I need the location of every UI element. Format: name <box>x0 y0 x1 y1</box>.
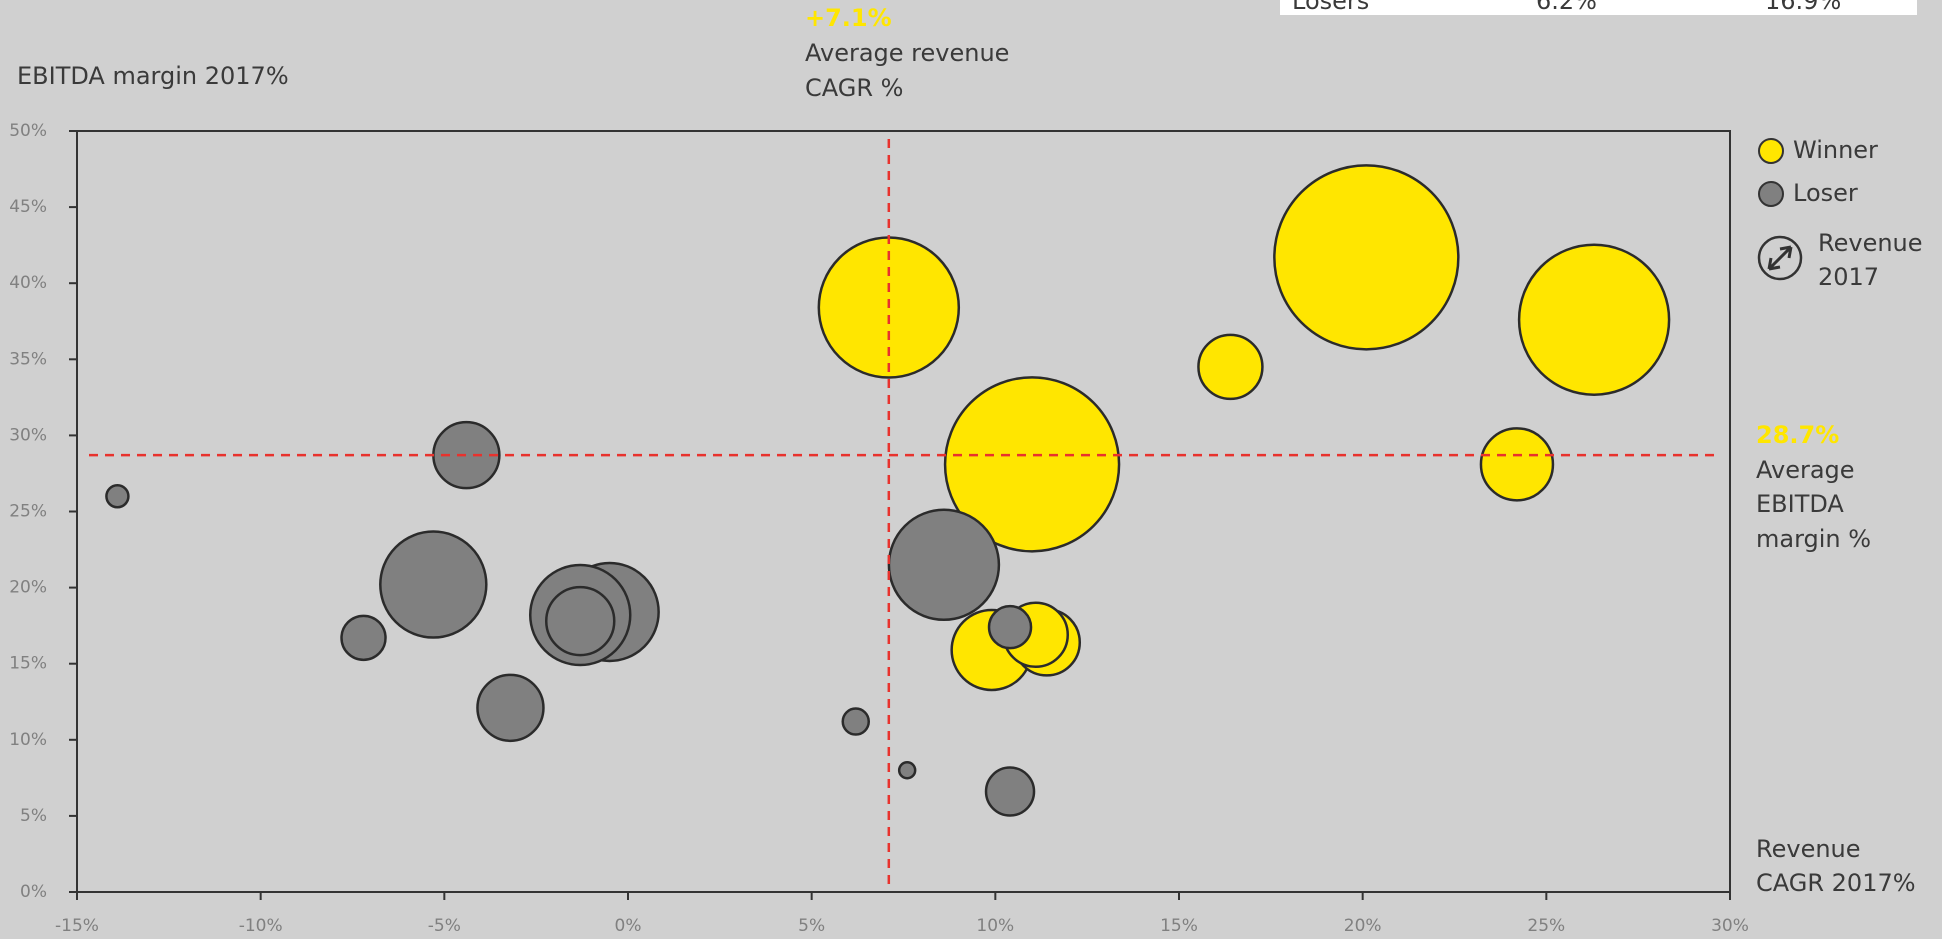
bubble <box>340 614 387 662</box>
legend-label: Winner <box>1793 136 1878 164</box>
y-tick-label: 0% <box>20 882 47 902</box>
size-legend: 2017 <box>1818 263 1879 291</box>
bubble <box>1479 427 1555 502</box>
legend-swatch <box>1758 138 1784 164</box>
bubble <box>943 376 1121 553</box>
table-cell: 6.2% <box>1536 0 1597 15</box>
hline-value: 28.7% <box>1756 421 1839 449</box>
x-axis-label: CAGR 2017% <box>1756 869 1916 897</box>
table-cell: Losers <box>1292 0 1369 15</box>
y-tick-label: 40% <box>9 273 47 293</box>
x-tick-label: 25% <box>1527 916 1565 936</box>
bubble <box>476 673 545 743</box>
bubble <box>105 484 130 509</box>
y-axis-label: EBITDA margin 2017% <box>17 62 289 90</box>
x-tick-label: -5% <box>428 916 461 936</box>
hline-label: EBITDA <box>1756 490 1844 518</box>
bubble <box>984 766 1036 817</box>
y-tick-label: 35% <box>9 349 47 369</box>
x-tick-label: -10% <box>239 916 283 936</box>
bubble <box>1273 164 1460 351</box>
x-tick-label: 0% <box>615 916 642 936</box>
bubble <box>841 707 870 736</box>
x-tick-label: -15% <box>55 916 99 936</box>
hline-label: margin % <box>1756 525 1871 553</box>
bubble <box>987 604 1033 650</box>
hline-label: Average <box>1756 456 1855 484</box>
y-tick-label: 5% <box>20 806 47 826</box>
x-tick-label: 10% <box>976 916 1014 936</box>
size-legend: Revenue <box>1818 229 1923 257</box>
legend-label: Loser <box>1793 179 1858 207</box>
x-axis-label: Revenue <box>1756 835 1861 863</box>
bubble <box>1517 243 1671 396</box>
top-table <box>1280 0 1917 15</box>
size-icon <box>1757 235 1803 281</box>
legend-swatch <box>1758 181 1784 207</box>
bubble <box>897 760 917 780</box>
y-tick-label: 30% <box>9 425 47 445</box>
y-tick-label: 45% <box>9 197 47 217</box>
x-tick-label: 20% <box>1344 916 1382 936</box>
bubble <box>1197 333 1264 401</box>
y-tick-label: 50% <box>9 121 47 141</box>
vline-label: CAGR % <box>805 74 903 102</box>
x-tick-label: 30% <box>1711 916 1749 936</box>
x-tick-label: 15% <box>1160 916 1198 936</box>
vline-label: Average revenue <box>805 39 1009 67</box>
bubble <box>379 530 488 639</box>
table-cell: 16.9% <box>1765 0 1841 15</box>
x-tick-label: 5% <box>798 916 825 936</box>
vline-value: +7.1% <box>805 4 892 32</box>
bubble <box>544 585 616 657</box>
y-tick-label: 15% <box>9 654 47 674</box>
plot: 0% 5% 10% 15% 20% 25% 30% 35% 40% 45% 50% -15% -10% -… <box>9 121 1749 936</box>
y-tick-label: 20% <box>9 578 47 598</box>
y-tick-label: 10% <box>9 730 47 750</box>
y-tick-label: 25% <box>9 502 47 522</box>
bubble <box>887 508 1001 622</box>
